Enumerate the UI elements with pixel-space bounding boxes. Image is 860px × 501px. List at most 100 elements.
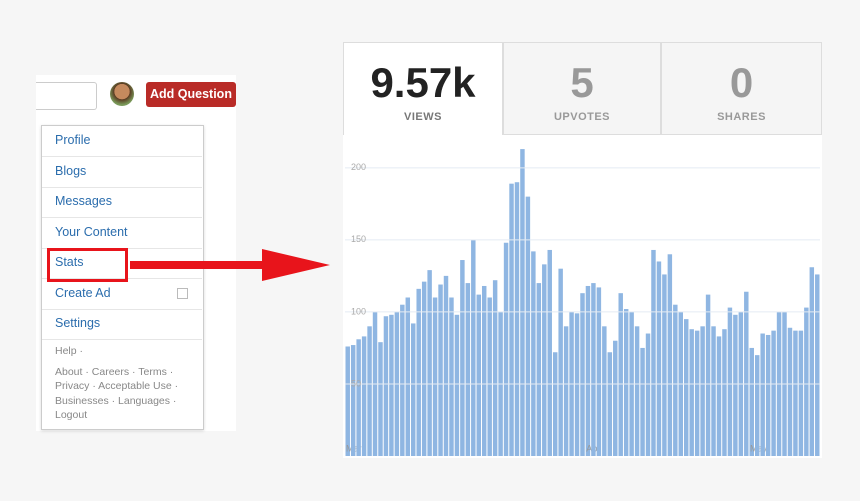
footer-links[interactable]: Logout <box>55 409 88 421</box>
bar <box>427 270 432 456</box>
bar <box>651 249 656 456</box>
bar <box>525 196 531 457</box>
bar <box>416 288 421 456</box>
bar <box>716 336 722 456</box>
menu-separator <box>42 217 202 218</box>
menu-separator <box>42 186 202 188</box>
arrow-head <box>262 249 330 281</box>
bar <box>421 281 427 456</box>
bar <box>689 329 694 456</box>
bar <box>705 294 711 456</box>
bar <box>640 347 645 456</box>
stats-tab[interactable]: 5 UPVOTES <box>503 42 661 135</box>
bar <box>771 330 776 456</box>
menu-item[interactable]: Blogs <box>55 163 87 178</box>
bar <box>634 326 640 456</box>
bar <box>465 283 471 456</box>
bar <box>547 249 552 456</box>
bar <box>722 329 727 456</box>
bar <box>411 323 416 456</box>
bar <box>711 326 716 456</box>
bar <box>815 274 820 456</box>
bar <box>760 333 765 456</box>
bar <box>552 352 558 456</box>
bar <box>487 297 492 456</box>
bar <box>460 260 465 456</box>
bar <box>700 326 705 456</box>
bar <box>503 242 509 456</box>
bar <box>438 284 443 456</box>
menu-separator <box>42 278 202 279</box>
bar <box>449 297 454 456</box>
menu-item[interactable]: Profile <box>55 133 91 147</box>
bar <box>580 293 585 456</box>
bar <box>591 283 596 456</box>
bar <box>798 330 804 456</box>
y-tick-label: 50 <box>351 378 361 388</box>
bar <box>481 285 487 456</box>
bar <box>607 352 613 456</box>
menu-separator <box>42 308 202 310</box>
menu-item[interactable]: Messages <box>55 194 112 208</box>
footer-links[interactable]: Privacy · Acceptable Use · <box>55 380 179 392</box>
add-question-button[interactable]: Add Question <box>146 82 236 107</box>
bar <box>602 326 607 456</box>
bar <box>361 336 367 456</box>
bar <box>754 355 760 456</box>
arrow-shaft <box>130 261 280 269</box>
bar <box>542 264 547 456</box>
bar <box>684 319 689 456</box>
bar <box>793 330 798 456</box>
bar <box>454 314 460 456</box>
search-box[interactable] <box>36 82 97 110</box>
bar <box>536 283 542 456</box>
bar <box>623 309 629 456</box>
create-ad-icon <box>177 288 188 299</box>
footer-links[interactable]: About · Careers · Terms · <box>55 366 174 378</box>
y-tick-label: 100 <box>351 306 366 316</box>
bar <box>765 334 771 456</box>
avatar[interactable] <box>110 82 134 106</box>
bar <box>563 326 569 456</box>
tab-label: UPVOTES <box>553 111 611 123</box>
tab-value: 5 <box>570 59 594 106</box>
stats-tab[interactable]: 9.57k VIEWS <box>343 42 503 135</box>
bar <box>509 183 514 456</box>
bar <box>809 267 815 456</box>
bar <box>733 314 738 456</box>
tab-label: VIEWS <box>404 111 442 123</box>
bar <box>645 333 651 456</box>
bar <box>383 316 389 456</box>
tab-value: 0 <box>729 59 754 106</box>
bar <box>514 182 520 456</box>
footer-links[interactable]: Help · <box>55 345 84 357</box>
bar <box>476 294 481 456</box>
stats-highlight <box>47 248 128 282</box>
menu-box <box>41 125 204 430</box>
bar <box>405 297 411 456</box>
y-tick-label: 150 <box>351 234 366 244</box>
bar <box>356 339 361 456</box>
menu-separator <box>42 339 202 340</box>
bar <box>694 330 700 456</box>
bar <box>618 293 623 456</box>
menu-item[interactable]: Your Content <box>55 224 128 239</box>
bar <box>727 307 733 456</box>
menu-item[interactable]: Settings <box>55 316 101 330</box>
bar <box>744 291 749 456</box>
bar <box>585 285 591 456</box>
menu-item[interactable]: Create Ad <box>55 285 111 300</box>
bar <box>492 280 498 456</box>
footer-links[interactable]: Businesses · Languages · <box>55 395 177 407</box>
menu-item[interactable]: Stats <box>55 255 84 269</box>
stats-tab[interactable]: 0 SHARES <box>661 42 822 135</box>
bar <box>656 261 662 456</box>
bar <box>667 254 673 456</box>
bar <box>389 314 394 456</box>
bar <box>520 149 525 456</box>
bar <box>673 304 678 456</box>
bar <box>749 347 754 456</box>
bar <box>350 345 356 456</box>
